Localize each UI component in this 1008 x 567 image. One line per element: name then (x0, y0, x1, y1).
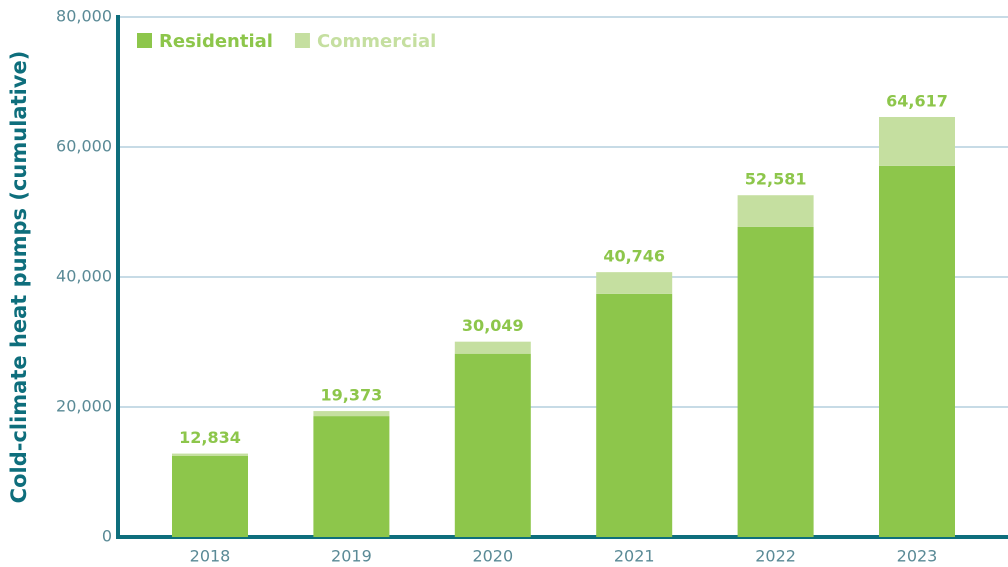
x-tick-label: 2019 (331, 547, 372, 566)
x-tick-label: 2018 (190, 547, 231, 566)
bar-segment (172, 453, 248, 456)
x-tick-label: 2021 (614, 547, 655, 566)
bar-segment (879, 116, 955, 166)
legend-label: Commercial (317, 31, 436, 52)
bar-segment (596, 293, 673, 537)
y-tick-label: 60,000 (56, 137, 112, 156)
y-tick-label: 80,000 (56, 7, 112, 26)
y-tick-label: 40,000 (56, 267, 112, 286)
total-label: 52,581 (745, 170, 807, 189)
bar-segment (172, 455, 248, 537)
total-label: 40,746 (603, 247, 665, 266)
bar-segment (596, 272, 673, 294)
bar-segment (454, 353, 531, 537)
legend-label: Residential (159, 31, 273, 52)
x-tick-label: 2023 (897, 547, 938, 566)
y-tick-label: 20,000 (56, 397, 112, 416)
x-tick-label: 2020 (472, 547, 513, 566)
bar-segment (737, 195, 814, 227)
bar-segment (737, 226, 814, 537)
x-tick-label: 2022 (755, 547, 796, 566)
total-label: 19,373 (321, 386, 383, 405)
legend-swatch (137, 33, 152, 48)
bar-segment (313, 416, 390, 537)
y-axis-label: Cold-climate heat pumps (cumulative) (7, 51, 31, 504)
total-label: 64,617 (886, 91, 948, 110)
y-tick-label: 0 (102, 527, 112, 546)
legend-swatch (294, 33, 310, 48)
bar-segment (454, 341, 531, 354)
total-label: 12,834 (179, 428, 241, 447)
bar-segment (313, 411, 390, 417)
total-label: 30,049 (462, 316, 524, 335)
bar-segment (879, 165, 955, 537)
